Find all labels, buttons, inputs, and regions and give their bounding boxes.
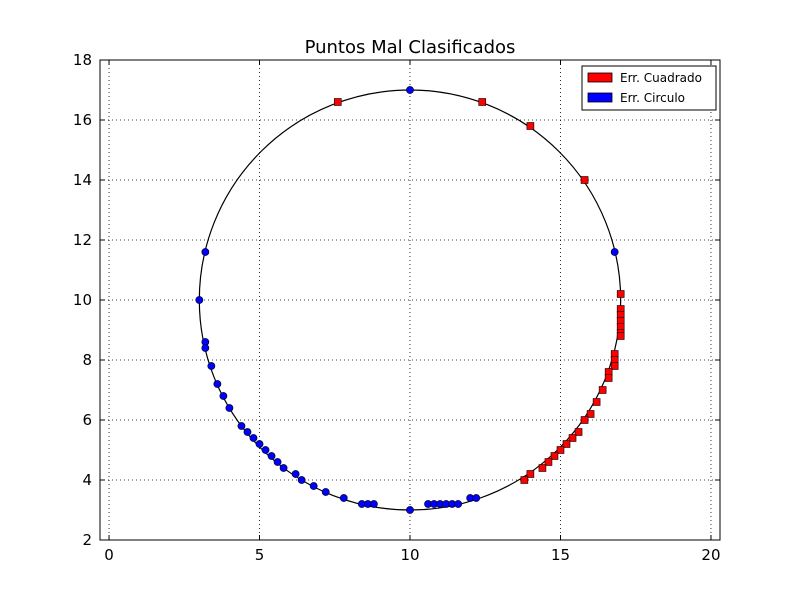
legend-swatch: [587, 72, 613, 83]
circle-point: [219, 392, 228, 400]
square-point: [616, 290, 625, 298]
y-tick-label: 10: [73, 291, 92, 309]
legend-label: Err. Cuadrado: [620, 71, 702, 85]
square-point: [598, 386, 607, 394]
circle-point: [201, 248, 210, 256]
circle-point: [339, 494, 348, 502]
circle-point: [610, 248, 619, 256]
legend: Err. Cuadrado Err. Circulo: [581, 65, 717, 111]
circle-point: [201, 344, 210, 352]
y-tick-label: 12: [73, 231, 92, 249]
x-tick-label: 15: [551, 546, 570, 564]
square-point: [520, 476, 529, 484]
circle-point: [237, 422, 246, 430]
square-point: [604, 374, 613, 382]
circle-point: [472, 494, 481, 502]
x-tick-label: 20: [701, 546, 720, 564]
circle-point: [406, 86, 414, 94]
circle-point: [207, 362, 216, 370]
square-point: [526, 122, 535, 130]
circle-point: [255, 440, 264, 448]
circle-point: [279, 464, 288, 472]
legend-label: Err. Circulo: [620, 91, 685, 105]
circle-point: [321, 488, 330, 496]
x-tick-label: 10: [400, 546, 419, 564]
circle-point: [406, 506, 414, 514]
square-point: [568, 434, 577, 442]
square-point: [478, 98, 487, 106]
y-tick-label: 18: [73, 51, 92, 69]
square-point: [333, 98, 342, 106]
square-point: [616, 332, 625, 340]
y-tick-label: 2: [82, 531, 92, 549]
y-tick-label: 8: [82, 351, 92, 369]
square-point: [556, 446, 565, 454]
x-tick-label: 0: [104, 546, 114, 564]
circle-point: [213, 380, 222, 388]
circle-point: [454, 500, 463, 508]
circle-point: [273, 458, 282, 466]
square-point: [562, 440, 571, 448]
square-point: [544, 458, 553, 466]
circle-point: [309, 482, 318, 490]
square-point: [538, 464, 547, 472]
square-point: [550, 452, 559, 460]
square-point: [586, 410, 595, 418]
square-point: [592, 398, 601, 406]
y-tick-label: 4: [82, 471, 92, 489]
circle-point: [243, 428, 252, 436]
y-tick-label: 6: [82, 411, 92, 429]
legend-swatch: [587, 92, 613, 103]
square-point: [574, 428, 583, 436]
data-points: [195, 86, 625, 514]
circle-point: [261, 446, 270, 454]
square-point: [580, 176, 589, 184]
circle-point: [225, 404, 234, 412]
square-point: [610, 362, 619, 370]
circle-point: [297, 476, 306, 484]
circle-point: [249, 434, 258, 442]
circle-point: [291, 470, 300, 478]
y-tick-label: 16: [73, 111, 92, 129]
square-point: [526, 470, 535, 478]
grid: [100, 59, 720, 541]
circle-point: [267, 452, 276, 460]
axes: 0 5 10 15 20 2 4 6 8 10 12 14 16 18: [73, 51, 721, 564]
square-point: [580, 416, 589, 424]
circle-point: [195, 296, 204, 304]
chart-title: Puntos Mal Clasificados: [305, 37, 516, 58]
circle-point: [369, 500, 378, 508]
x-tick-label: 5: [255, 546, 265, 564]
y-tick-label: 14: [73, 171, 92, 189]
